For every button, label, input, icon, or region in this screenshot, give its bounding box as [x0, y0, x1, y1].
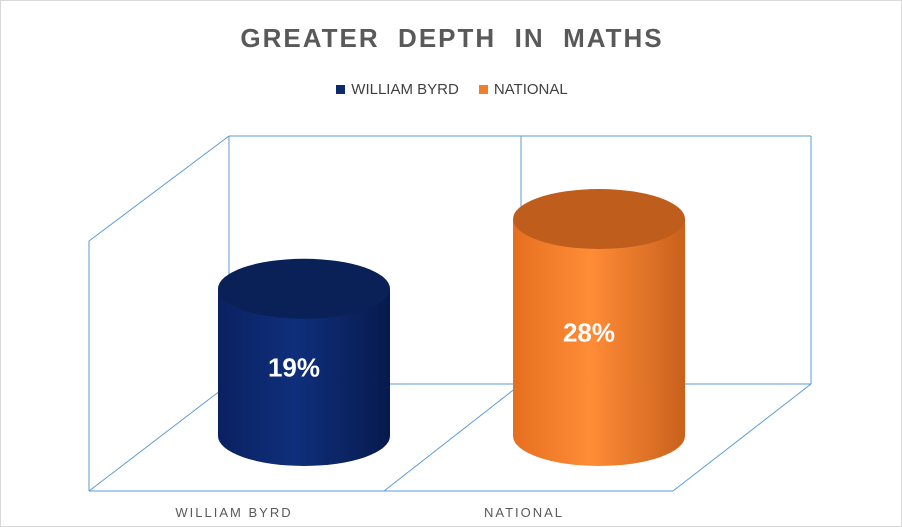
legend-swatch-william-byrd — [336, 85, 346, 94]
chart-title: GREATER DEPTH IN MATHS — [240, 23, 664, 53]
frame-line — [88, 383, 230, 492]
category-labels: WILLIAM BYRD NATIONAL — [175, 505, 564, 520]
data-label-william-byrd: 19% — [268, 352, 320, 382]
bar-william-byrd: 19% — [218, 258, 390, 466]
category-label-william-byrd: WILLIAM BYRD — [175, 505, 292, 520]
data-label-national: 28% — [563, 318, 615, 348]
bar-top-national — [513, 189, 685, 249]
legend-label-william-byrd: WILLIAM BYRD — [351, 81, 459, 98]
bar-national: 28% — [513, 189, 685, 466]
legend: WILLIAM BYRD NATIONAL — [1, 81, 902, 98]
frame-line — [383, 383, 522, 492]
legend-swatch-national — [478, 85, 488, 94]
legend-label-national: NATIONAL — [493, 81, 568, 98]
category-label-national: NATIONAL — [484, 505, 564, 520]
bar-body-william-byrd — [218, 288, 390, 466]
bars: 19% 28% — [218, 189, 685, 466]
bar-body-national — [513, 219, 685, 466]
frame-line — [88, 135, 230, 242]
legend-item-william-byrd: WILLIAM BYRD — [336, 81, 459, 98]
frame-line — [672, 383, 812, 492]
plot-3d-frame — [88, 135, 812, 492]
legend-item-national: NATIONAL — [478, 81, 568, 98]
bar-top-william-byrd — [218, 258, 390, 319]
